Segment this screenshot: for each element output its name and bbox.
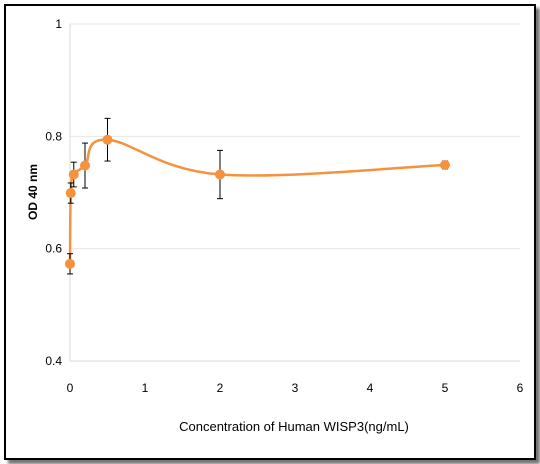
x-tick-label: 6 — [517, 381, 524, 395]
data-point — [65, 258, 75, 269]
data-point — [68, 169, 79, 180]
data-point — [440, 159, 450, 170]
chart-frame — [4, 4, 536, 460]
data-point — [65, 188, 76, 199]
error-bars — [67, 117, 448, 275]
data-point — [215, 169, 225, 180]
y-tick-label: 1 — [55, 17, 62, 31]
x-tick-label: 2 — [217, 381, 224, 395]
data-point — [102, 134, 113, 145]
x-tick-labels: 0 1 2 3 4 5 6 — [67, 381, 524, 395]
y-axis-label: OD 40 nm — [26, 164, 40, 220]
y-tick-label: 0.8 — [45, 129, 62, 143]
y-tick-label: 0.4 — [45, 354, 62, 368]
x-tick-label: 3 — [292, 381, 299, 395]
x-tick-label: 0 — [67, 381, 74, 395]
x-axis-label: Concentration of Human WISP3(ng/mL) — [179, 419, 409, 434]
grid-lines — [70, 23, 520, 250]
x-tick-label: 5 — [442, 381, 449, 395]
y-tick-label: 0.6 — [45, 242, 62, 256]
series-line — [68, 138, 446, 264]
x-tick-label: 4 — [367, 381, 374, 395]
data-point — [80, 160, 90, 171]
y-tick-labels: 0.4 0.6 0.8 1 — [45, 17, 62, 368]
x-tick-label: 1 — [142, 381, 149, 395]
data-points — [65, 134, 450, 269]
